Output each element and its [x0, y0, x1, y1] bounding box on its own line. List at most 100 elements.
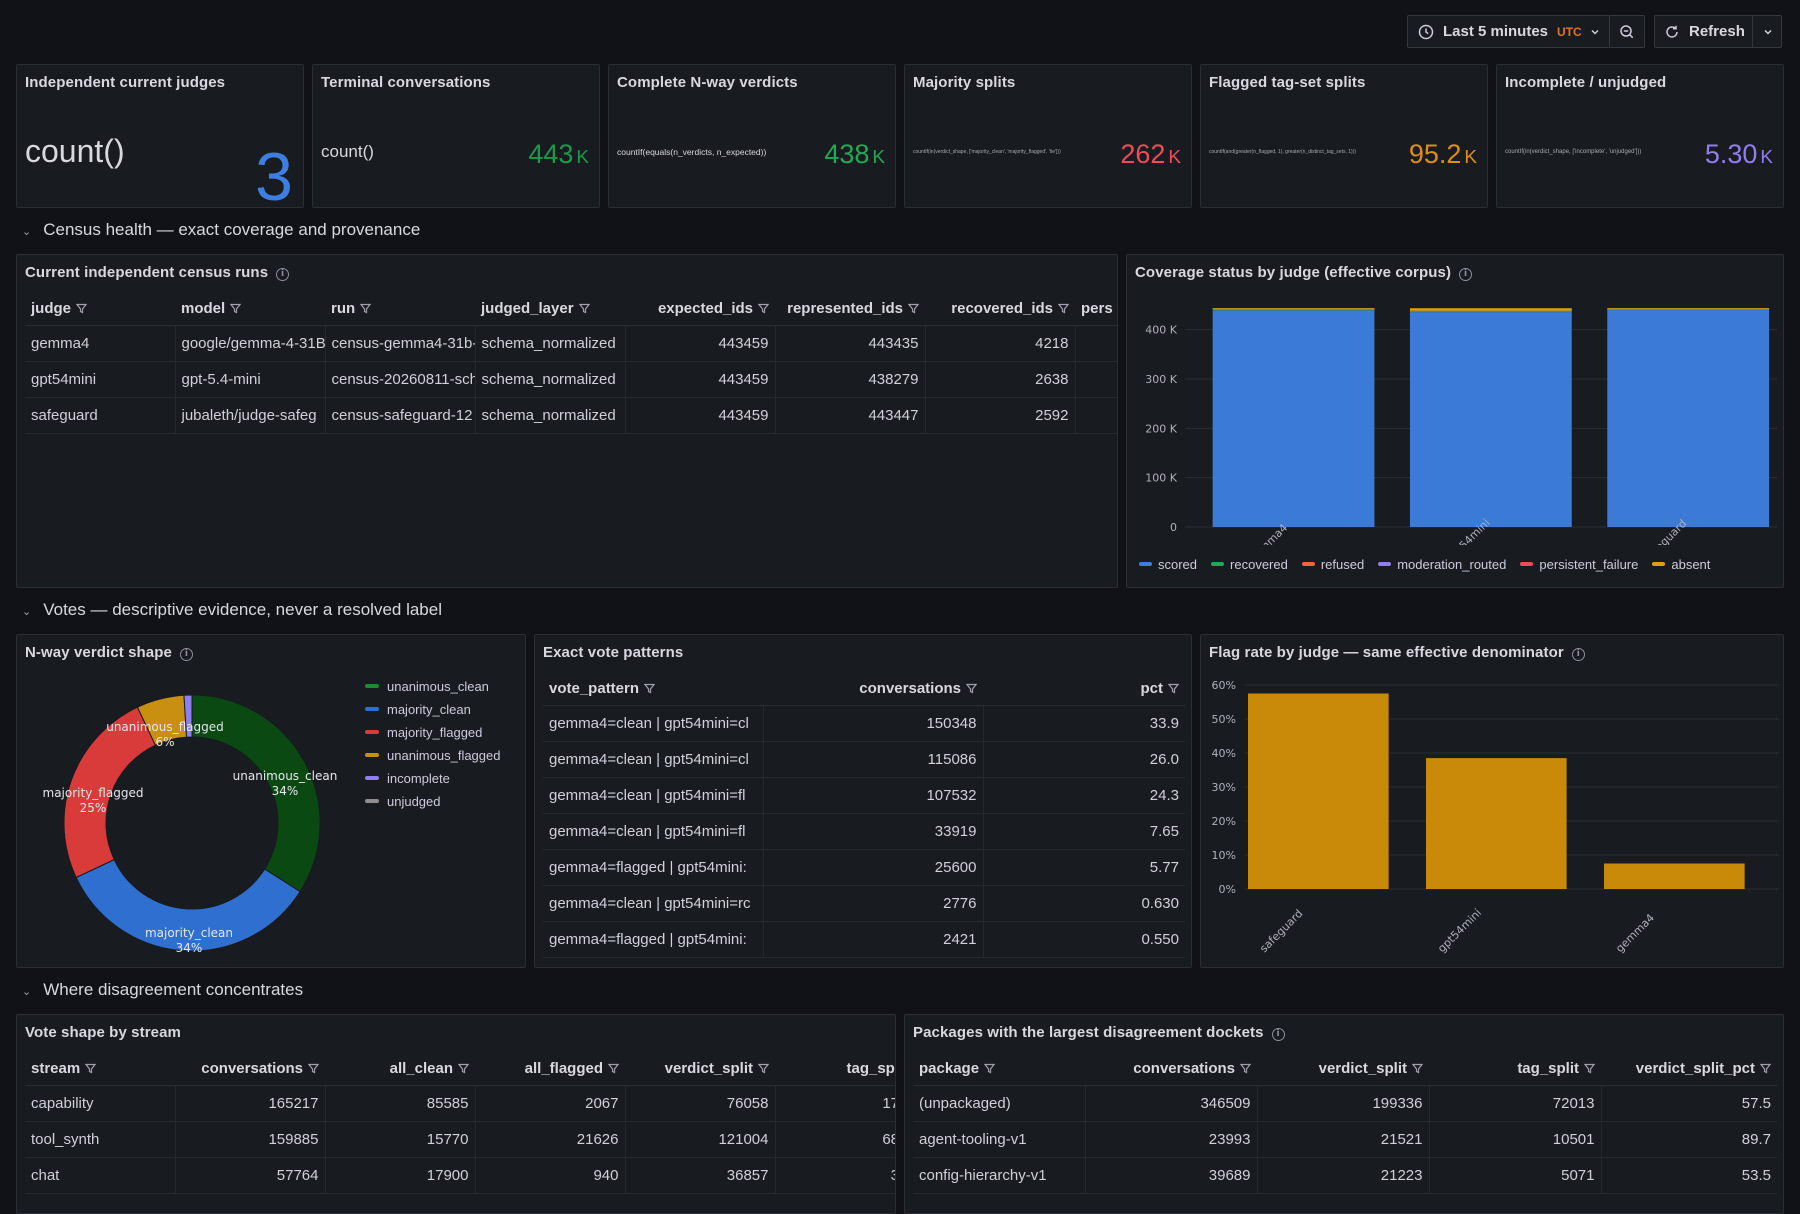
table-row[interactable]: agent-tooling-v1 23993 21521 10501 89.7	[913, 1121, 1777, 1158]
panel-title: Flag rate by judge — same effective deno…	[1209, 644, 1585, 661]
row-header-votes[interactable]: ⌄ Votes — descriptive evidence, never a r…	[22, 600, 442, 620]
legend-item[interactable]: absent	[1652, 557, 1710, 572]
info-icon[interactable]: i	[179, 648, 193, 661]
info-icon[interactable]: i	[1271, 1028, 1285, 1041]
column-header-expected-ids[interactable]: expected_ids	[625, 293, 775, 326]
column-header-pers[interactable]: pers	[1075, 293, 1117, 326]
table-cell: gemma4=clean | gpt54mini=fl	[543, 813, 764, 850]
column-header-tag-split[interactable]: tag_spl	[775, 1053, 895, 1086]
legend-item[interactable]: unjudged	[365, 794, 500, 817]
column-header-verdict-split[interactable]: verdict_split	[625, 1053, 775, 1086]
legend-label: majority_flagged	[387, 725, 483, 740]
column-header-all-clean[interactable]: all_clean	[325, 1053, 475, 1086]
y-tick-label: 10%	[1212, 849, 1236, 862]
legend-item[interactable]: majority_flagged	[365, 725, 500, 748]
legend-item[interactable]: incomplete	[365, 771, 500, 794]
table-cell: 2638	[925, 361, 1076, 398]
legend-label: scored	[1158, 557, 1198, 572]
table-row[interactable]: gemma4=clean | gpt54mini=fl 107532 24.3	[543, 777, 1185, 814]
info-icon[interactable]: i	[276, 268, 290, 281]
legend-item[interactable]: moderation_routed	[1378, 557, 1506, 572]
table-cell: gemma4=flagged | gpt54mini:	[543, 849, 764, 886]
row-header-census-health[interactable]: ⌄ Census health — exact coverage and prov…	[22, 220, 420, 240]
legend-swatch	[1520, 562, 1534, 566]
legend-label: refused	[1320, 557, 1365, 572]
bar-segment	[1212, 308, 1375, 311]
legend-item[interactable]: unanimous_flagged	[365, 748, 500, 771]
table-cell: 0.630	[983, 885, 1185, 922]
vote-patterns-panel: Exact vote patterns vote_pattern convers…	[534, 634, 1192, 968]
zoom-out-button[interactable]	[1609, 15, 1645, 48]
refresh-interval-dropdown[interactable]	[1752, 16, 1773, 47]
bar	[1426, 758, 1567, 889]
table-cell: 438279	[775, 361, 926, 398]
legend-swatch	[365, 707, 379, 711]
column-header-model[interactable]: model	[175, 293, 325, 326]
legend-item[interactable]: scored	[1139, 557, 1197, 572]
refresh-button[interactable]: Refresh	[1654, 15, 1782, 48]
panel-title: Majority splits	[913, 74, 1016, 91]
column-header-conversations[interactable]: conversations	[763, 673, 983, 706]
column-header-verdict-split-pct[interactable]: verdict_split_pct	[1601, 1053, 1777, 1086]
column-header-tag-split[interactable]: tag_split	[1429, 1053, 1601, 1086]
legend-swatch	[365, 730, 379, 734]
stat-panel-complete-verdicts[interactable]: Complete N-way verdicts countIf(equals(n…	[608, 64, 896, 208]
table-row[interactable]: safeguard jubaleth/judge-safeg census-sa…	[25, 397, 1117, 434]
column-header-judge[interactable]: judge	[25, 293, 175, 326]
legend-item[interactable]: persistent_failure	[1520, 557, 1638, 572]
table-row[interactable]: gemma4 google/gemma-4-31B census-gemma4-…	[25, 325, 1117, 362]
table-row[interactable]: chat5776417900940368573	[25, 1157, 895, 1194]
table-row[interactable]: tool_synth159885157702162612100468	[25, 1121, 895, 1158]
table-row[interactable]: gemma4=flagged | gpt54mini: 2421 0.550	[543, 921, 1185, 958]
legend-item[interactable]: refused	[1301, 557, 1365, 572]
table-row[interactable]: gemma4=flagged | gpt54mini: 25600 5.77	[543, 849, 1185, 886]
coverage-chart-panel: Coverage status by judge (effective corp…	[1126, 254, 1784, 588]
table-row[interactable]: gemma4=clean | gpt54mini=cl 150348 33.9	[543, 705, 1185, 742]
table-row[interactable]: (unpackaged) 346509 199336 72013 57.5	[913, 1085, 1777, 1122]
table-row[interactable]: config-hierarchy-v1 39689 21223 5071 53.5	[913, 1157, 1777, 1194]
time-range-picker[interactable]: Last 5 minutes UTC	[1407, 15, 1610, 48]
table-row[interactable]: gemma4=clean | gpt54mini=fl 33919 7.65	[543, 813, 1185, 850]
legend-swatch	[1139, 562, 1152, 566]
column-header-pct[interactable]: pct	[983, 673, 1185, 706]
refresh-label: Refresh	[1689, 23, 1745, 40]
column-header-run[interactable]: run	[325, 293, 475, 326]
column-header-conversations[interactable]: conversations	[1085, 1053, 1257, 1086]
column-header-represented-ids[interactable]: represented_ids	[775, 293, 925, 326]
stat-panel-majority-splits[interactable]: Majority splits countIf(in(verdict_shape…	[904, 64, 1192, 208]
stat-panel-flagged-tag-set-splits[interactable]: Flagged tag-set splits countIf(and(great…	[1200, 64, 1488, 208]
column-header-stream[interactable]: stream	[25, 1053, 175, 1086]
column-header-judged-layer[interactable]: judged_layer	[475, 293, 625, 326]
bar-segment	[1212, 308, 1375, 310]
column-header-package[interactable]: package	[913, 1053, 1085, 1086]
table-row[interactable]: gemma4=clean | gpt54mini=rc 2776 0.630	[543, 885, 1185, 922]
legend-item[interactable]: recovered	[1211, 557, 1288, 572]
table-row[interactable]: gemma4=clean | gpt54mini=cl 115086 26.0	[543, 741, 1185, 778]
column-header-verdict-split[interactable]: verdict_split	[1257, 1053, 1429, 1086]
stat-panel-incomplete-unjudged[interactable]: Incomplete / unjudged countIf(in(verdict…	[1496, 64, 1784, 208]
row-title: Where disagreement concentrates	[43, 980, 304, 999]
legend-item[interactable]: unanimous_clean	[365, 679, 500, 702]
table-cell: 940	[475, 1157, 626, 1194]
table-cell: 443435	[775, 325, 926, 362]
legend-label: persistent_failure	[1539, 557, 1639, 572]
filter-icon	[360, 304, 372, 314]
y-tick-label: 50%	[1212, 713, 1236, 726]
table-row[interactable]: gpt54mini gpt-5.4-mini census-20260811-s…	[25, 361, 1117, 398]
panel-title: Exact vote patterns	[543, 644, 684, 661]
table-row[interactable]: capability1652178558520677605817	[25, 1085, 895, 1122]
info-icon[interactable]: i	[1459, 268, 1473, 281]
stat-panel-independent-judges[interactable]: Independent current judges count() 3	[16, 64, 304, 208]
column-header-vote-pattern[interactable]: vote_pattern	[543, 673, 763, 706]
column-header-all-flagged[interactable]: all_flagged	[475, 1053, 625, 1086]
legend-item[interactable]: majority_clean	[365, 702, 500, 725]
stat-panel-terminal-conversations[interactable]: Terminal conversations count() 443 K	[312, 64, 600, 208]
filter-icon	[966, 684, 977, 694]
info-icon[interactable]: i	[1571, 648, 1585, 661]
column-header-recovered-ids[interactable]: recovered_ids	[925, 293, 1075, 326]
column-header-conversations[interactable]: conversations	[175, 1053, 325, 1086]
row-header-disagreement[interactable]: ⌄ Where disagreement concentrates	[22, 980, 303, 1000]
legend-label: unjudged	[387, 794, 441, 809]
panel-title: Flagged tag-set splits	[1209, 74, 1366, 91]
y-tick-label: 60%	[1212, 679, 1236, 692]
